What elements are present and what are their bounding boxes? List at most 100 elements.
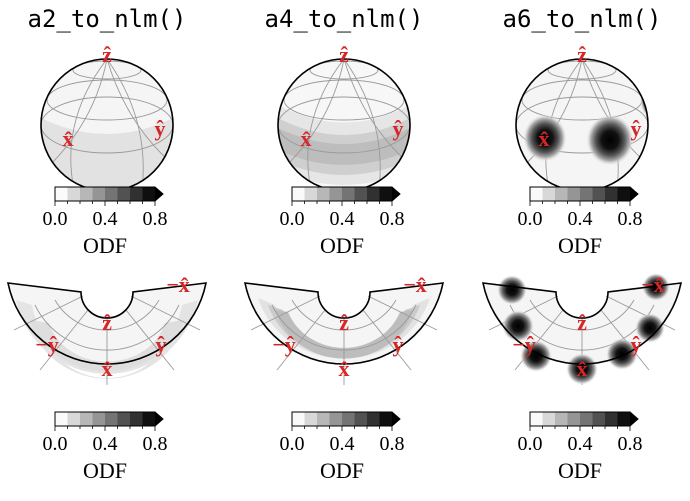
colorbar-segment xyxy=(130,412,143,426)
colorbar-tick-label: 0.8 xyxy=(380,208,405,230)
colorbar-segment xyxy=(379,187,393,201)
axis-label-y: ŷ xyxy=(393,116,404,141)
colorbar-segment xyxy=(117,412,131,426)
colorbar-segment xyxy=(317,187,330,201)
sphere-plot-a4: ẑ x̂ ŷ xyxy=(277,42,411,192)
axis-label-x: x̂ xyxy=(301,126,312,151)
axis-label-neg-y: −ŷ xyxy=(272,332,296,357)
colorbar-segment xyxy=(605,187,618,201)
colorbar-segment xyxy=(55,187,68,201)
axis-label-neg-x: −x̂ xyxy=(166,272,190,297)
colorbar-label: ODF xyxy=(320,233,364,258)
colorbar-segment xyxy=(580,412,593,426)
colorbar-segment xyxy=(530,187,543,201)
colorbar-segment xyxy=(292,412,305,426)
axis-label-x: x̂ xyxy=(339,356,350,381)
colorbar-segment xyxy=(67,412,81,426)
colorbar-tick-label: 0.8 xyxy=(618,433,643,455)
colorbar-segment xyxy=(555,187,568,201)
colorbar-segment xyxy=(530,412,543,426)
colorbar-segment xyxy=(592,412,606,426)
colorbar-segment xyxy=(105,187,118,201)
axis-label-neg-x: −x̂ xyxy=(641,272,665,297)
colorbar-segment xyxy=(92,412,106,426)
colorbar-segment xyxy=(317,412,330,426)
colorbar-segment xyxy=(67,187,81,201)
colorbar-tick-label: 0.4 xyxy=(568,433,593,455)
colorbar-tick-label: 0.8 xyxy=(143,208,168,230)
colorbar-tick-label: 0.8 xyxy=(618,208,643,230)
colorbar-tick-label: 0.0 xyxy=(43,208,68,230)
colorbar-segment xyxy=(292,187,305,201)
axis-label-neg-y: −ŷ xyxy=(35,332,59,357)
colorbar-tick-label: 0.4 xyxy=(93,208,118,230)
sphere-plot-a6: ẑ x̂ ŷ xyxy=(515,42,649,192)
title-a4: a4_to_nlm() xyxy=(265,5,424,33)
colorbar-tick-label: 0.8 xyxy=(380,433,405,455)
colorbar-segment xyxy=(617,412,631,426)
axis-label-x: x̂ xyxy=(63,126,74,151)
colorbar-segment xyxy=(342,187,355,201)
colorbar-segment xyxy=(142,187,156,201)
colorbar-label: ODF xyxy=(83,458,127,483)
colorbar-tick-label: 0.4 xyxy=(93,433,118,455)
colorbar-tick-label: 0.0 xyxy=(280,433,305,455)
colorbar-tick-label: 0.4 xyxy=(330,433,355,455)
colorbar: 0.0 0.4 0.8 ODF xyxy=(518,186,643,258)
axis-label-z: ẑ xyxy=(339,310,349,335)
axis-label-x: x̂ xyxy=(577,356,588,381)
colorbar-segment xyxy=(142,412,156,426)
colorbar-segment xyxy=(329,412,343,426)
colorbar-segment xyxy=(379,412,393,426)
colorbar: 0.0 0.4 0.8 ODF xyxy=(280,186,405,258)
title-a2: a2_to_nlm() xyxy=(28,5,187,33)
sphere-plot-a2: ẑ x̂ ŷ xyxy=(40,42,174,192)
colorbar-segment xyxy=(354,412,368,426)
colorbar-segment xyxy=(592,187,606,201)
colorbar-extend-arrow xyxy=(155,412,163,426)
axis-label-z: ẑ xyxy=(577,310,587,335)
colorbar-outline xyxy=(529,186,639,202)
colorbar: 0.0 0.4 0.8 ODF xyxy=(518,411,643,483)
colorbar-tick-label: 0.0 xyxy=(280,208,305,230)
colorbar-segment xyxy=(555,412,568,426)
colorbar-extend-arrow xyxy=(392,187,400,201)
colorbar-segment xyxy=(105,412,118,426)
colorbar-outline xyxy=(54,411,164,427)
colorbar-extend-arrow xyxy=(392,412,400,426)
colorbar-segment xyxy=(304,412,318,426)
axis-label-y: ŷ xyxy=(155,116,166,141)
title-a6: a6_to_nlm() xyxy=(503,5,662,33)
axis-label-y: ŷ xyxy=(156,332,167,357)
colorbar-segment xyxy=(542,187,556,201)
colorbar-tick-label: 0.0 xyxy=(518,208,543,230)
axis-label-z: ẑ xyxy=(577,42,587,67)
colorbar-segment xyxy=(367,412,380,426)
axis-label-z: ẑ xyxy=(102,42,112,67)
colorbar-segment xyxy=(354,187,368,201)
colorbar-extend-arrow xyxy=(630,412,638,426)
colorbar-segment xyxy=(580,187,593,201)
colorbar: 0.0 0.4 0.8 ODF xyxy=(43,411,168,483)
axis-label-y: ŷ xyxy=(393,332,404,357)
axis-label-x: x̂ xyxy=(539,126,550,151)
colorbar-segment xyxy=(80,187,93,201)
half-disc-plot-a4: −x̂ ẑ −ŷ ŷ x̂ xyxy=(243,272,445,385)
colorbar-segment xyxy=(367,187,380,201)
colorbar-label: ODF xyxy=(83,233,127,258)
colorbar-tick-label: 0.0 xyxy=(43,433,68,455)
colorbar-segment xyxy=(342,412,355,426)
colorbar-outline xyxy=(54,186,164,202)
axis-label-y: ŷ xyxy=(631,116,642,141)
colorbar-tick-label: 0.8 xyxy=(143,433,168,455)
colorbar-tick-label: 0.0 xyxy=(518,433,543,455)
colorbar-outline xyxy=(291,411,401,427)
axis-label-x: x̂ xyxy=(102,356,113,381)
axis-label-y: ŷ xyxy=(631,332,642,357)
colorbar-segment xyxy=(617,187,631,201)
colorbar-label: ODF xyxy=(558,458,602,483)
half-disc-plot-a2: −x̂ ẑ −ŷ ŷ x̂ xyxy=(6,272,208,385)
colorbar-segment xyxy=(55,412,68,426)
colorbar-segment xyxy=(329,187,343,201)
